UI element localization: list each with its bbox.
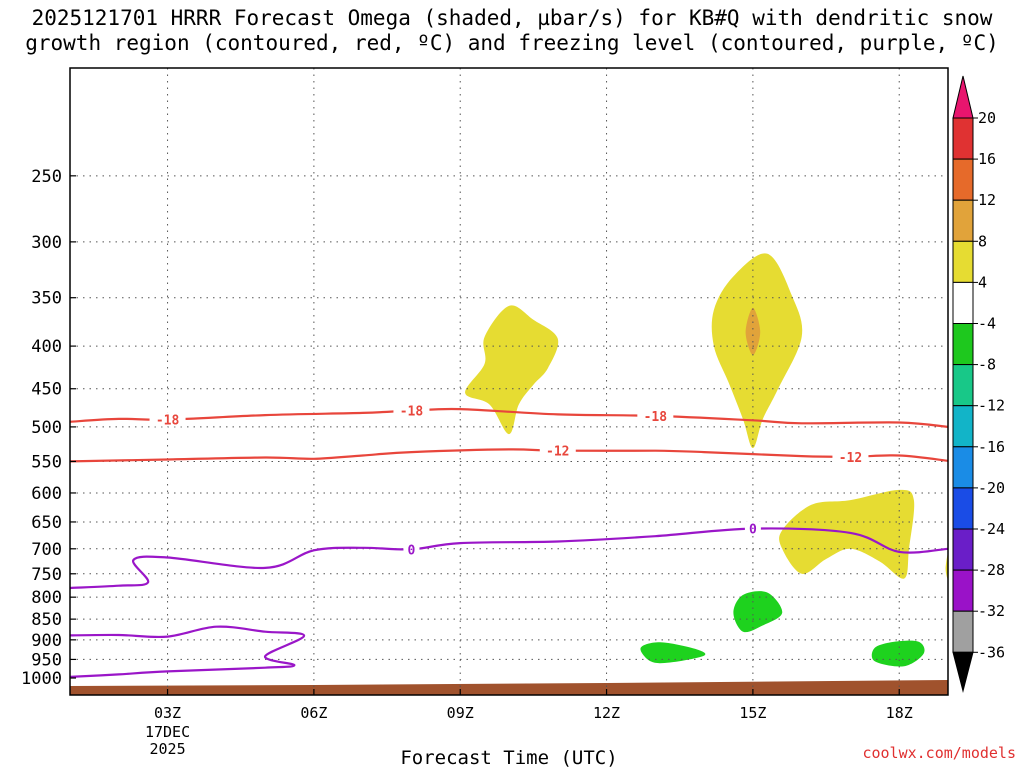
colorbar-tick-label: -36 [978,643,1005,661]
y-tick-label: 450 [31,380,62,400]
y-tick-label: 300 [31,233,62,253]
colorbar-segment [952,199,974,242]
dgz-temperature-contour-label-bg [393,403,430,418]
colorbar-segment [952,281,974,324]
y-tick-label: 650 [31,513,62,533]
colorbar-segment [952,528,974,571]
surface-terrain-band [70,680,948,695]
plot-frame [69,67,949,696]
colorbar-tick-label: 20 [978,109,996,127]
colorbar-tick-label: -8 [978,356,996,374]
y-tick-label: 250 [31,167,62,187]
freezing-level-contour-label: 0 [749,523,757,538]
colorbar-tick-label: -12 [978,397,1005,415]
y-tick-label: 350 [31,289,62,309]
colorbar-tick-label: -4 [978,315,996,333]
chart-title-line-2: growth region (contoured, red, ºC) and f… [25,31,999,55]
colorbar-tick-label: 16 [978,150,996,168]
colorbar-segment [952,240,974,283]
omega-shaded-region [640,642,706,664]
freezing-level-contour-label-bg [403,542,420,557]
colorbar-tick-label: -28 [978,561,1005,579]
dgz-temperature-contour-label: -12 [546,445,569,460]
omega-shaded-region [733,591,783,633]
freezing-level-contour-label-bg [744,521,761,536]
y-tick-label: 900 [31,631,62,651]
freezing-level-contour-label: 0 [408,543,416,558]
colorbar-segment [952,446,974,489]
x-tick-date-label: 17DEC [145,723,190,741]
colorbar-tick-label: -20 [978,479,1005,497]
omega-shaded-region [779,489,915,579]
x-tick-label: 12Z [593,704,620,722]
y-tick-label: 550 [31,452,62,472]
y-tick-label: 1000 [21,669,62,689]
y-tick-label: 600 [31,484,62,504]
colorbar-segment [952,610,974,653]
y-tick-label: 750 [31,565,62,585]
dgz-temperature-contour-label: -18 [644,410,668,425]
colorbar-top-arrow [952,75,974,119]
colorbar-tick-label: 4 [978,273,987,291]
y-tick-label: 850 [31,610,62,630]
colorbar-segment [952,569,974,612]
x-tick-label: 09Z [447,704,474,722]
dgz-temperature-contour-label-bg [832,449,869,464]
x-axis-title: Forecast Time (UTC) [400,747,617,768]
omega-shaded-region [711,253,803,448]
x-tick-label: 15Z [739,704,766,722]
dgz-temperature-contour-label: -12 [839,451,862,466]
colorbar-segment [952,323,974,366]
colorbar-segment [952,405,974,448]
source-credit[interactable]: coolwx.com/models [862,744,1016,762]
colorbar-tick-label: 8 [978,232,987,250]
omega-shaded-region [871,640,925,667]
omega-shaded-region [745,307,761,355]
omega-shaded-region [465,305,559,435]
y-tick-label: 400 [31,337,62,357]
colorbar-tick-label: -16 [978,438,1005,456]
colorbar-tick-label: 12 [978,191,996,209]
x-tick-label: 18Z [886,704,913,722]
dgz-temperature-contour-label-bg [149,412,186,427]
x-tick-date-label: 2025 [149,740,185,758]
y-tick-label: 700 [31,540,62,560]
freezing-level-contour [69,625,306,678]
colorbar-segment [952,487,974,530]
dgz-temperature-contour-label: -18 [156,414,180,429]
dgz-temperature-contour-label: -18 [400,405,424,420]
chart-title-line-1: 2025121701 HRRR Forecast Omega (shaded, … [31,6,993,30]
y-tick-label: 950 [31,650,62,670]
dgz-temperature-contour-label-bg [637,408,674,423]
y-tick-label: 800 [31,588,62,608]
colorbar-segment [952,117,974,160]
y-tick-label: 500 [31,418,62,438]
colorbar-segment [952,364,974,407]
colorbar-tick-label: -32 [978,602,1005,620]
dgz-temperature-contour [69,448,949,463]
colorbar-bottom-arrow [952,651,974,693]
dgz-temperature-contour-label-bg [539,443,576,458]
colorbar-segment [952,158,974,201]
x-tick-label: 06Z [300,704,327,722]
x-tick-label: 03Z [154,704,181,722]
colorbar-tick-label: -24 [978,520,1005,538]
